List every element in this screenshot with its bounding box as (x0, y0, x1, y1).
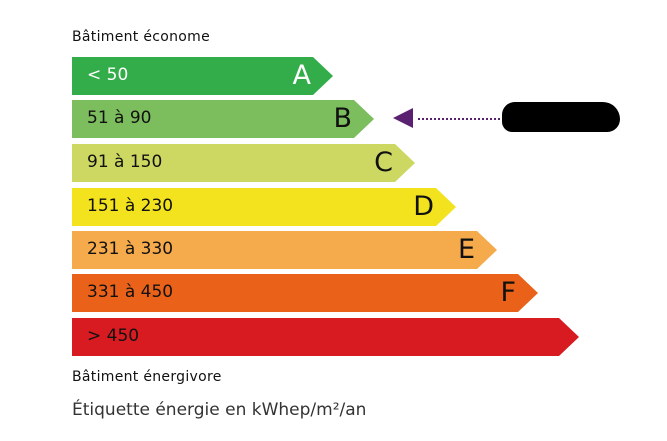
class-bar-g: > 450 (72, 318, 579, 356)
class-range: 231 à 330 (87, 239, 174, 259)
class-bar-c: 91 à 150 C (72, 144, 415, 182)
class-range: 151 à 230 (87, 196, 174, 216)
class-bar-b: 51 à 90 B (72, 100, 374, 138)
class-range: > 450 (87, 326, 140, 346)
class-bar-f: 331 à 450 F (72, 274, 538, 312)
unit-caption: Étiquette énergie en kWhep/m²/an (72, 400, 367, 420)
class-letter: E (457, 234, 475, 265)
pointer-arrow-icon (393, 108, 413, 128)
class-range: 91 à 150 (87, 152, 163, 172)
class-letter: A (292, 60, 311, 91)
class-letter: B (333, 103, 352, 134)
pointer-dotted-line (418, 118, 500, 120)
header-label: Bâtiment économe (72, 29, 210, 45)
class-bar-e: 231 à 330 E (72, 231, 497, 269)
class-letter: D (413, 191, 434, 222)
redacted-value (502, 102, 620, 132)
footer-label: Bâtiment énergivore (72, 369, 222, 385)
class-range: 331 à 450 (87, 282, 174, 302)
class-letter: F (500, 277, 516, 308)
class-bar-a: < 50 A (72, 57, 333, 95)
class-range: 51 à 90 (87, 108, 152, 128)
class-bar-d: 151 à 230 D (72, 188, 456, 226)
class-range: < 50 (87, 65, 129, 85)
class-letter: C (374, 147, 393, 178)
